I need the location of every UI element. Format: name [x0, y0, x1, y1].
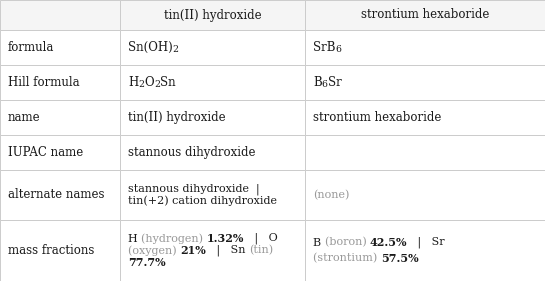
Text: (hydrogen): (hydrogen)	[141, 233, 207, 244]
Text: |   Sr: | Sr	[407, 237, 445, 248]
Text: 1.32%: 1.32%	[207, 233, 244, 244]
Text: tin(+2) cation dihydroxide: tin(+2) cation dihydroxide	[128, 195, 277, 206]
Bar	[305, 0, 545, 30]
Text: (oxygen): (oxygen)	[128, 245, 180, 256]
Bar	[305, 135, 545, 170]
Text: 2: 2	[138, 80, 144, 89]
Bar	[0, 0, 120, 30]
Text: 57.5%: 57.5%	[381, 253, 419, 264]
Text: B: B	[313, 237, 325, 248]
Text: tin(II) hydroxide: tin(II) hydroxide	[164, 8, 261, 22]
Text: 6: 6	[336, 45, 341, 54]
Text: H: H	[128, 76, 138, 89]
Text: tin(II) hydroxide: tin(II) hydroxide	[128, 111, 226, 124]
Bar	[120, 220, 305, 281]
Text: 2: 2	[173, 45, 179, 54]
Bar	[305, 220, 545, 281]
Bar	[120, 30, 305, 65]
Bar	[305, 170, 545, 220]
Text: (strontium): (strontium)	[313, 253, 381, 264]
Text: strontium hexaboride: strontium hexaboride	[313, 111, 441, 124]
Bar	[120, 135, 305, 170]
Text: (none): (none)	[313, 190, 349, 200]
Text: H: H	[128, 234, 141, 244]
Text: Hill formula: Hill formula	[8, 76, 80, 89]
Text: 42.5%: 42.5%	[370, 237, 407, 248]
Text: alternate names: alternate names	[8, 189, 105, 201]
Text: name: name	[8, 111, 41, 124]
Text: |   Sn: | Sn	[206, 245, 249, 256]
Bar	[0, 220, 120, 281]
Text: (tin): (tin)	[249, 245, 273, 256]
Text: 77.7%: 77.7%	[128, 257, 166, 268]
Text: stannous dihydroxide  |: stannous dihydroxide |	[128, 184, 259, 195]
Bar	[120, 65, 305, 100]
Text: O: O	[144, 76, 154, 89]
Bar	[305, 100, 545, 135]
Text: |   O: | O	[244, 233, 278, 244]
Bar	[0, 170, 120, 220]
Text: 2: 2	[154, 80, 160, 89]
Bar	[120, 0, 305, 30]
Text: Sn(OH): Sn(OH)	[128, 41, 173, 54]
Text: Sn: Sn	[160, 76, 175, 89]
Bar	[0, 30, 120, 65]
Text: 6: 6	[322, 80, 328, 89]
Bar	[0, 100, 120, 135]
Text: formula: formula	[8, 41, 54, 54]
Bar	[120, 170, 305, 220]
Text: 21%: 21%	[180, 245, 206, 256]
Text: strontium hexaboride: strontium hexaboride	[361, 8, 489, 22]
Bar	[305, 65, 545, 100]
Text: B: B	[313, 76, 322, 89]
Text: (boron): (boron)	[325, 237, 370, 248]
Bar	[120, 100, 305, 135]
Text: Sr: Sr	[328, 76, 341, 89]
Bar	[0, 65, 120, 100]
Text: stannous dihydroxide: stannous dihydroxide	[128, 146, 256, 159]
Bar	[305, 30, 545, 65]
Text: SrB: SrB	[313, 41, 336, 54]
Text: mass fractions: mass fractions	[8, 244, 94, 257]
Text: IUPAC name: IUPAC name	[8, 146, 83, 159]
Bar	[0, 135, 120, 170]
